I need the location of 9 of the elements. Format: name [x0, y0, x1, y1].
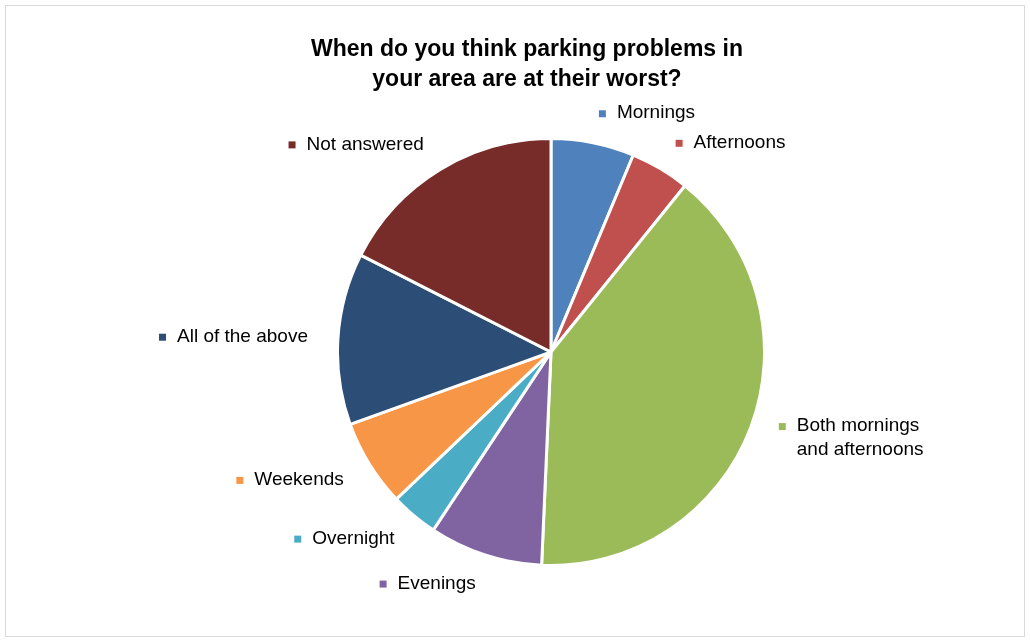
legend-label: Weekends	[254, 468, 344, 490]
legend-label: Overnight	[312, 526, 396, 548]
legend-label: Mornings	[616, 101, 696, 123]
legend-label: Not answered	[306, 132, 424, 154]
legend-label: Afternoons	[693, 131, 786, 153]
chart-title: When do you think parking problems in your area are at their worst?	[310, 34, 744, 93]
legend-label: Evenings	[397, 571, 476, 593]
legend-label: All of the above	[177, 324, 308, 346]
legend-label: Both mornings and afternoons	[796, 414, 924, 460]
